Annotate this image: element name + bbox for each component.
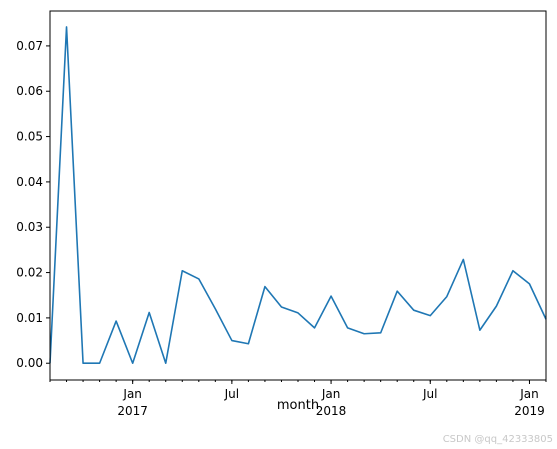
y-tick-label: 0.04 xyxy=(16,175,43,189)
y-tick-label: 0.01 xyxy=(16,311,43,325)
y-tick-label: 0.05 xyxy=(16,130,43,144)
y-tick-label: 0.02 xyxy=(16,266,43,280)
y-axis-ticks: 0.00 0.01 0.02 0.03 0.04 0.05 0.06 0.07 xyxy=(16,39,50,370)
x-axis-label: month xyxy=(277,398,319,413)
x-tick-year-label: 2018 xyxy=(316,404,347,418)
x-tick-year-label: 2017 xyxy=(117,404,148,418)
series-line xyxy=(49,26,547,365)
series-group xyxy=(49,26,547,365)
axes-frame xyxy=(49,10,547,381)
x-tick-label: Jul xyxy=(422,387,437,401)
x-tick-label: Jul xyxy=(224,387,239,401)
x-tick-label: Jan xyxy=(122,387,142,401)
y-tick-label: 0.03 xyxy=(16,220,43,234)
x-axis-ticks: Jan 2017 Jul Jan 2018 Jul Jan 2019 xyxy=(49,380,547,418)
watermark: CSDN @qq_42333805 xyxy=(443,434,553,445)
x-tick-label: Jan xyxy=(519,387,539,401)
x-tick-year-label: 2019 xyxy=(514,404,545,418)
y-tick-label: 0.06 xyxy=(16,84,43,98)
x-tick-label: Jan xyxy=(321,387,341,401)
y-tick-label: 0.00 xyxy=(16,356,43,370)
y-tick-label: 0.07 xyxy=(16,39,43,53)
